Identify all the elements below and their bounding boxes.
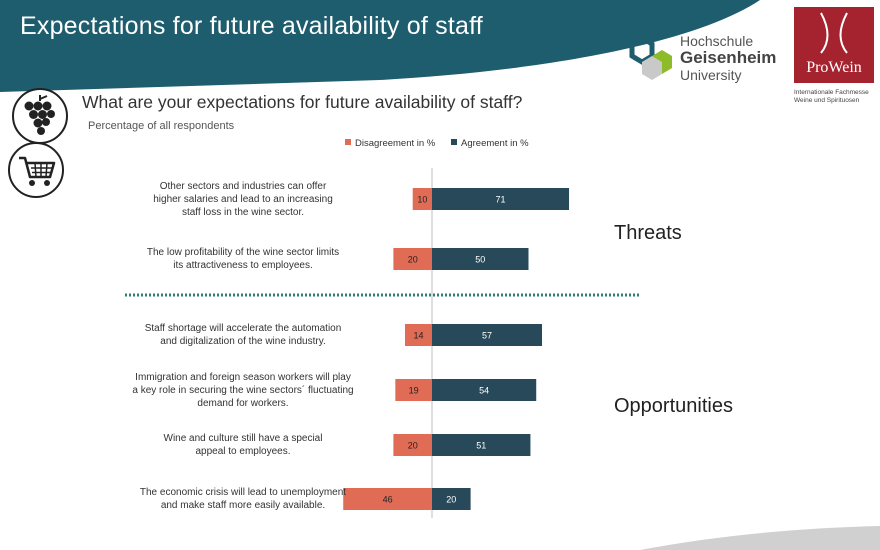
university-name-line-3: University [680, 67, 742, 83]
data-label-disagreement: 19 [409, 386, 419, 396]
cart-icon-circle [8, 142, 64, 198]
header-banner [0, 0, 760, 92]
data-label-agreement: 57 [482, 331, 492, 341]
category-label: The low profitability of the wine sector… [113, 246, 373, 272]
data-label-agreement: 71 [496, 195, 506, 205]
category-label: Wine and culture still have a special app… [113, 432, 373, 458]
prowein-subtitle-line-1: Internationale Fachmesse [794, 89, 869, 96]
category-label-line: higher salaries and lead to an increasin… [153, 193, 333, 205]
chart-subtitle: Percentage of all respondents [88, 120, 235, 132]
legend-item-agreement: Agreement in % [451, 138, 529, 149]
legend-item-disagreement: Disagreement in % [345, 138, 435, 149]
category-label-line: Immigration and foreign season workers w… [135, 371, 351, 383]
prowein-wordmark: ProWein [806, 59, 862, 76]
bar-agreement [432, 188, 570, 210]
bar-agreement [432, 324, 543, 346]
category-label-line: and digitalization of the wine industry. [160, 336, 326, 347]
legend-label-agreement: Agreement in % [461, 138, 529, 149]
category-label-line: The economic crisis will lead to unemplo… [139, 487, 347, 498]
section-label-threats: Threats [614, 222, 682, 244]
shopping-cart-icon [19, 156, 56, 186]
slide-title: Expectations for future availability of … [20, 12, 483, 40]
category-label-line: appeal to employees. [195, 446, 291, 457]
grape-icon-circle [12, 88, 68, 144]
data-label-agreement: 50 [475, 255, 485, 265]
data-label-agreement: 51 [476, 441, 486, 451]
data-label-disagreement: 20 [408, 255, 418, 265]
prowein-subtitle-line-2: Weine und Spirituosen [794, 97, 860, 104]
chart-question: What are your expectations for future av… [82, 92, 523, 112]
category-label: Other sectors and industries can offer hi… [113, 180, 373, 219]
bar-disagreement [393, 248, 432, 270]
legend-swatch-agreement [451, 139, 457, 146]
category-label-line: its attractiveness to employees. [173, 260, 313, 271]
category-label-line: staff loss in the wine sector. [181, 206, 305, 218]
category-label-line: and make staff more easily available. [160, 500, 326, 511]
bar-disagreement [393, 434, 432, 456]
data-label-disagreement: 46 [383, 495, 393, 505]
bar-agreement [432, 434, 531, 456]
data-label-disagreement: 20 [408, 441, 418, 451]
data-label-disagreement: 10 [417, 195, 427, 205]
footer-swoosh [640, 526, 880, 550]
bar-agreement [432, 379, 537, 401]
category-label-line: Staff shortage will accelerate the autom… [144, 323, 342, 334]
data-label-agreement: 20 [446, 495, 456, 505]
bar-agreement [432, 488, 471, 510]
legend-label-disagreement: Disagreement in % [355, 138, 436, 149]
category-label-line: The low profitability of the wine sector… [146, 247, 340, 258]
bar-disagreement [404, 324, 432, 346]
category-label: The economic crisis will lead to unemplo… [113, 486, 373, 512]
data-label-disagreement: 14 [413, 331, 423, 341]
bar-agreement [432, 248, 529, 270]
category-label: Staff shortage will accelerate the autom… [113, 322, 373, 348]
category-label-line: Other sectors and industries can offer [159, 180, 327, 192]
university-name-line-1: Hochschule [680, 33, 754, 49]
category-label-line: a key role in securing the wine sectors´… [132, 384, 354, 396]
legend-swatch-disagreement [345, 139, 351, 146]
hexagon-logo-icon [629, 35, 672, 80]
category-label: Immigration and foreign season workers w… [113, 371, 373, 410]
wine-glass-icon [820, 12, 848, 54]
prowein-subtitle: Internationale Fachmesse Weine und Spiri… [794, 89, 880, 105]
grape-icon [24, 95, 55, 135]
university-name-line-2: Geisenheim [680, 48, 777, 67]
prowein-logo: ProWein [794, 7, 874, 83]
university-logo: Hochschule Geisenheim University [618, 30, 793, 90]
section-label-opportunities: Opportunities [614, 395, 733, 417]
data-label-agreement: 54 [479, 386, 489, 396]
bar-disagreement [412, 188, 432, 210]
category-label-line: demand for workers. [197, 397, 289, 409]
bar-disagreement [343, 488, 432, 510]
category-label-line: Wine and culture still have a special [163, 433, 323, 444]
bar-disagreement [395, 379, 432, 401]
banner-shape [0, 0, 760, 92]
